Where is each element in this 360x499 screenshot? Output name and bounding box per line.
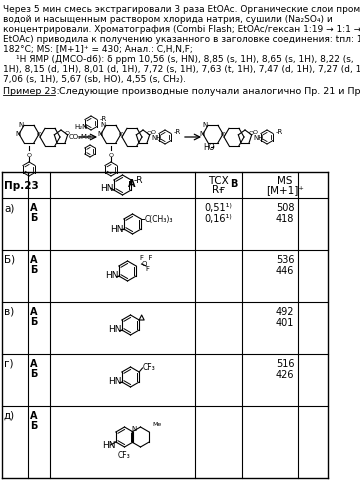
- Text: O: O: [151, 130, 156, 135]
- Text: А: А: [30, 411, 37, 421]
- Text: 182°C; MS: [M+1]⁺ = 430; Анал.: C,H,N,F;: 182°C; MS: [M+1]⁺ = 430; Анал.: C,H,N,F;: [3, 45, 193, 54]
- Text: O: O: [36, 132, 41, 137]
- Text: -R: -R: [276, 129, 283, 135]
- Text: N: N: [18, 122, 24, 128]
- Text: -R: -R: [134, 176, 143, 185]
- Text: В: В: [230, 179, 238, 189]
- Text: 516: 516: [276, 359, 294, 369]
- Text: 508: 508: [276, 203, 294, 213]
- Text: Б: Б: [30, 317, 37, 327]
- Text: O: O: [108, 153, 113, 158]
- Text: MS: MS: [277, 176, 293, 186]
- Text: N: N: [202, 122, 208, 128]
- Text: 1H), 8,15 (d, 1H), 8,01 (d, 1H), 7,72 (s, 1H), 7,63 (t, 1H), 7,47 (d, 1H), 7,27 : 1H), 8,15 (d, 1H), 8,01 (d, 1H), 7,72 (s…: [3, 65, 360, 74]
- Text: ТСХ: ТСХ: [208, 176, 229, 186]
- Text: 492: 492: [276, 307, 294, 317]
- Text: Следующие производные получали аналогично Пр. 21 и Пр. 22.: Следующие производные получали аналогичн…: [56, 87, 360, 96]
- Text: Me: Me: [153, 422, 162, 427]
- Text: C(CH₃)₃: C(CH₃)₃: [144, 215, 173, 224]
- Text: NH: NH: [151, 135, 162, 141]
- Text: F: F: [145, 266, 149, 272]
- Text: CO₂Me: CO₂Me: [69, 134, 92, 140]
- Text: д): д): [4, 411, 15, 421]
- Text: водой и насыщенным раствором хлорида натрия, сушили (Na₂SO₄) и: водой и насыщенным раствором хлорида нат…: [3, 15, 333, 24]
- Text: А: А: [30, 359, 37, 369]
- Text: N: N: [199, 131, 204, 137]
- Text: концентрировали. Хроматография (Combi Flash; EtOAc/гексан 1:19 → 1:1 →: концентрировали. Хроматография (Combi Fl…: [3, 25, 360, 34]
- Text: а): а): [4, 203, 14, 213]
- Text: HO: HO: [203, 143, 215, 152]
- Text: Rғ: Rғ: [212, 185, 225, 195]
- Text: F  F: F F: [140, 255, 153, 261]
- Text: EtOAc) приводила к получению указанного в заголовке соединения: tпл: 181-: EtOAc) приводила к получению указанного …: [3, 35, 360, 44]
- Text: HN: HN: [105, 271, 119, 280]
- Text: N: N: [131, 426, 136, 432]
- Text: 446: 446: [276, 266, 294, 276]
- Text: 0,51¹⁾: 0,51¹⁾: [204, 203, 233, 213]
- Text: O: O: [253, 130, 258, 135]
- Text: O: O: [141, 261, 147, 267]
- Text: NH: NH: [253, 135, 264, 141]
- Text: HN: HN: [108, 378, 122, 387]
- Text: -R: -R: [100, 116, 107, 122]
- Text: Пр.23: Пр.23: [4, 181, 39, 191]
- Text: А: А: [30, 307, 37, 317]
- Text: HN: HN: [111, 225, 124, 234]
- Text: CF₃: CF₃: [143, 363, 155, 372]
- Text: 7,06 (s, 1H), 5,67 (sb, HO), 4,55 (s, CH₂).: 7,06 (s, 1H), 5,67 (sb, HO), 4,55 (s, CH…: [3, 75, 186, 84]
- Text: Б: Б: [30, 213, 37, 223]
- Text: N: N: [100, 122, 105, 128]
- Text: O: O: [220, 132, 225, 137]
- Text: 536: 536: [276, 255, 294, 265]
- Text: Б: Б: [30, 265, 37, 275]
- Text: Пример 23:: Пример 23:: [3, 87, 60, 96]
- Text: А: А: [128, 179, 136, 189]
- Text: в): в): [4, 307, 14, 317]
- Text: H₂N: H₂N: [74, 124, 87, 130]
- Text: O: O: [64, 131, 69, 136]
- Text: Б: Б: [30, 421, 37, 431]
- Text: HN: HN: [108, 325, 122, 334]
- Text: O: O: [118, 132, 123, 137]
- Text: 418: 418: [276, 214, 294, 224]
- Text: O: O: [248, 131, 253, 136]
- Text: 426: 426: [276, 370, 294, 380]
- Text: А: А: [30, 255, 37, 265]
- Text: CF₃: CF₃: [118, 451, 131, 460]
- Text: O: O: [147, 131, 152, 136]
- Text: HN: HN: [100, 184, 114, 193]
- Text: 0,16¹⁾: 0,16¹⁾: [204, 214, 232, 224]
- Text: Б: Б: [30, 369, 37, 379]
- Text: N: N: [97, 131, 103, 137]
- Text: HN: HN: [103, 441, 116, 450]
- Text: ¹H ЯМР (ДМСО-d6): δ ppm 10,56 (s, HN), 8,85 (s, 1H), 8,65 (s, 1H), 8,22 (s,: ¹H ЯМР (ДМСО-d6): δ ppm 10,56 (s, HN), 8…: [16, 55, 354, 64]
- Text: [M+1]⁺: [M+1]⁺: [266, 185, 304, 195]
- Text: Б): Б): [4, 255, 15, 265]
- Text: 401: 401: [276, 318, 294, 328]
- Text: А: А: [30, 203, 37, 213]
- Text: г): г): [4, 359, 14, 369]
- Text: N: N: [15, 131, 21, 137]
- Text: -R: -R: [174, 129, 181, 135]
- Text: O: O: [27, 153, 32, 158]
- Text: Через 5 мин смесь экстрагировали 3 раза EtOAc. Органические слои промывали: Через 5 мин смесь экстрагировали 3 раза …: [3, 5, 360, 14]
